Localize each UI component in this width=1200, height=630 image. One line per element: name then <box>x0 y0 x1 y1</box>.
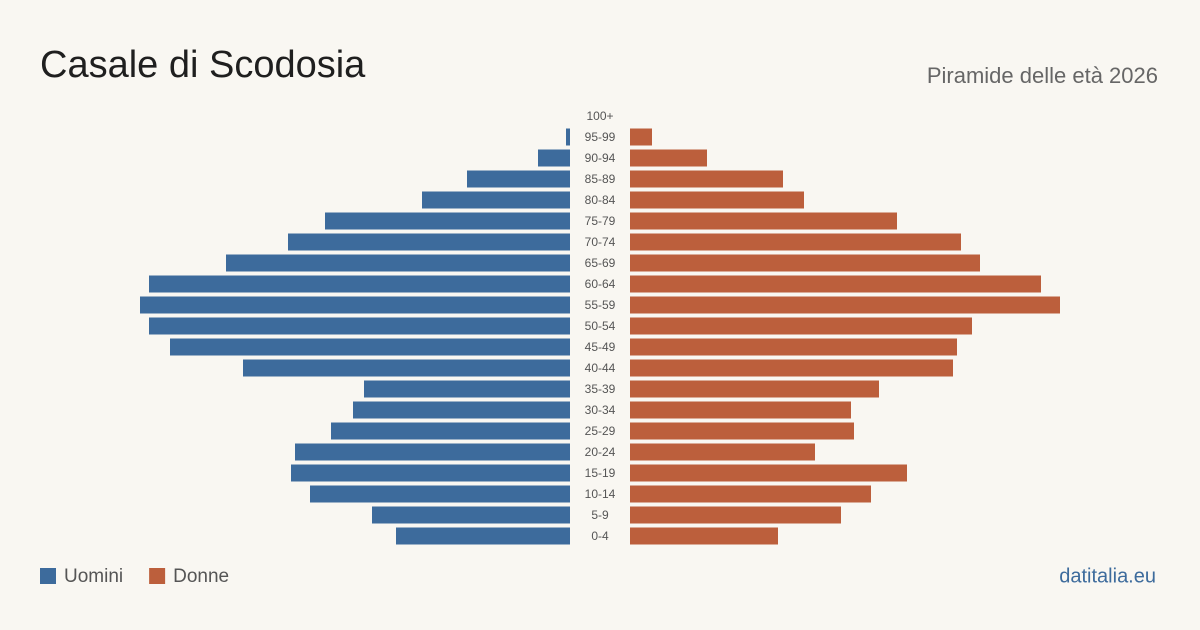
age-label: 50-54 <box>585 319 616 333</box>
bar <box>630 485 871 503</box>
bar <box>630 401 851 419</box>
age-label: 35-39 <box>585 382 616 396</box>
bar <box>630 527 778 545</box>
bar <box>353 401 570 419</box>
age-label: 20-24 <box>585 445 616 459</box>
bar <box>149 317 570 335</box>
age-label: 60-64 <box>585 277 616 291</box>
legend-swatch <box>149 568 166 584</box>
age-label: 45-49 <box>585 340 616 354</box>
bar <box>566 128 570 146</box>
legend-label: Uomini <box>64 566 123 587</box>
bar <box>331 422 570 440</box>
bar <box>630 128 652 146</box>
age-label: 65-69 <box>585 256 616 270</box>
bar <box>630 422 854 440</box>
bar <box>295 443 570 461</box>
age-label: 55-59 <box>585 298 616 312</box>
bar <box>630 359 953 377</box>
bar <box>149 275 570 293</box>
bar <box>538 149 570 167</box>
bar <box>325 212 570 230</box>
bar <box>630 149 707 167</box>
bar <box>630 443 815 461</box>
legend-label: Donne <box>173 566 229 587</box>
bar <box>226 254 570 272</box>
age-label: 95-99 <box>585 130 616 144</box>
age-label: 85-89 <box>585 172 616 186</box>
age-label: 10-14 <box>585 487 616 501</box>
bar <box>630 296 1060 314</box>
source: datitalia.eu <box>1059 565 1156 587</box>
age-label: 40-44 <box>585 361 616 375</box>
bar <box>288 233 570 251</box>
bar <box>630 275 1041 293</box>
bar <box>372 506 570 524</box>
bar <box>422 191 570 209</box>
bar <box>243 359 570 377</box>
bar <box>630 338 957 356</box>
legend-swatch <box>40 568 56 584</box>
bar <box>630 233 961 251</box>
age-label: 25-29 <box>585 424 616 438</box>
bar <box>630 317 972 335</box>
bar <box>364 380 570 398</box>
bar <box>170 338 570 356</box>
age-label: 75-79 <box>585 214 616 228</box>
bar <box>630 380 879 398</box>
age-label: 70-74 <box>585 235 616 249</box>
bar <box>467 170 570 188</box>
bar <box>630 506 841 524</box>
age-label: 30-34 <box>585 403 616 417</box>
bar <box>396 527 570 545</box>
bar <box>140 296 570 314</box>
bar <box>630 464 907 482</box>
age-label: 5-9 <box>591 508 609 522</box>
bar <box>630 212 897 230</box>
age-label: 90-94 <box>585 151 616 165</box>
age-label: 80-84 <box>585 193 616 207</box>
age-label: 0-4 <box>591 529 609 543</box>
bar <box>310 485 570 503</box>
age-label: 15-19 <box>585 466 616 480</box>
bar <box>291 464 570 482</box>
age-label: 100+ <box>586 109 613 123</box>
bar <box>630 170 783 188</box>
bar <box>630 191 804 209</box>
chart-title: Casale di Scodosia <box>40 44 366 86</box>
chart-subtitle: Piramide delle età 2026 <box>927 63 1158 88</box>
bar <box>630 254 980 272</box>
